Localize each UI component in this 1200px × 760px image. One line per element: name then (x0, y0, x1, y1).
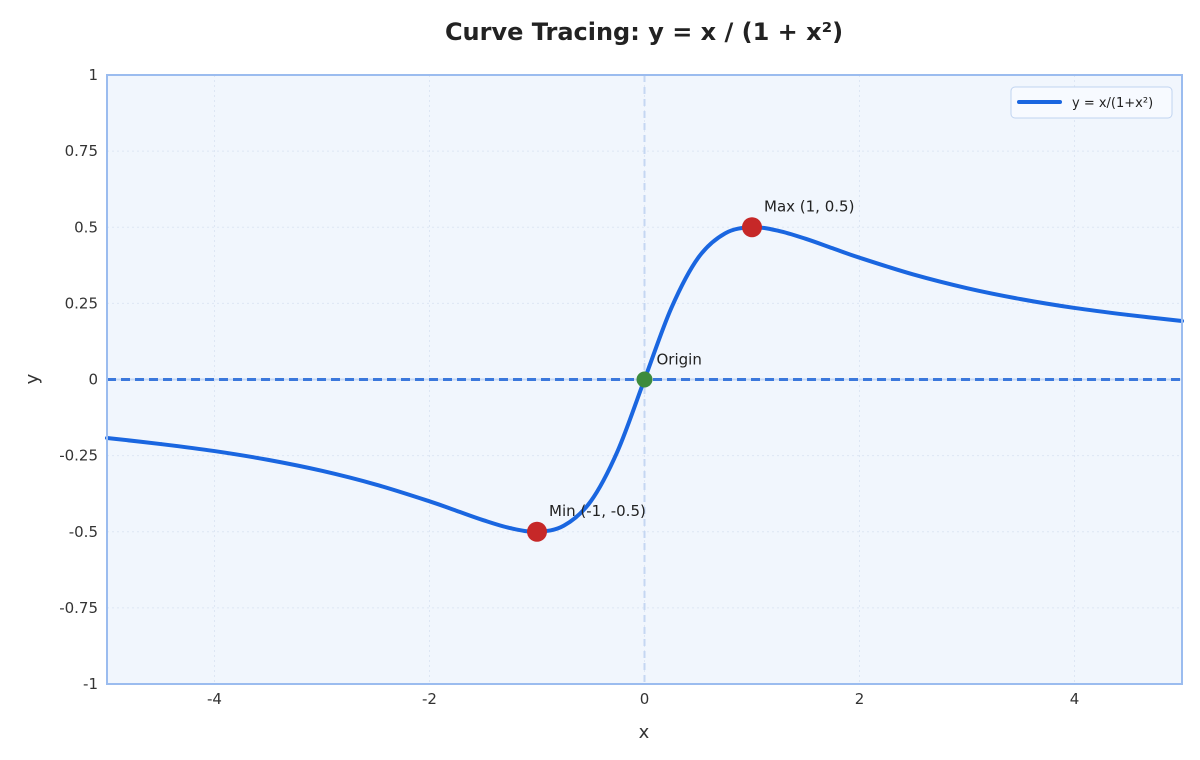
critical-points: Max (1, 0.5) Min (-1, -0.5) Origin (527, 197, 854, 542)
x-tick-label: 4 (1070, 690, 1080, 708)
y-tick-label: -1 (83, 675, 98, 693)
x-tick-label: 2 (855, 690, 865, 708)
critical-point-marker (527, 521, 547, 542)
x-ticks: -4 -2 0 2 4 (207, 690, 1079, 708)
y-tick-label: -0.75 (59, 599, 98, 617)
legend-label: y = x/(1+x²) (1072, 96, 1153, 111)
critical-point-label: Min (-1, -0.5) (549, 502, 646, 520)
critical-point-label: Max (1, 0.5) (764, 197, 854, 215)
legend-box (1010, 86, 1173, 119)
y-tick-label: 1 (88, 66, 98, 84)
y-tick-label: -0.5 (69, 523, 98, 541)
y-tick-label: 0 (88, 371, 98, 389)
y-tick-label: 0.5 (74, 218, 98, 236)
x-axis-label: x (639, 722, 650, 743)
y-tick-label: 0.75 (65, 142, 98, 160)
y-tick-label: 0.25 (65, 294, 98, 312)
x-tick-label: -2 (422, 690, 437, 708)
x-tick-label: 0 (640, 690, 650, 708)
critical-point-marker (636, 371, 653, 388)
y-tick-label: -0.25 (59, 447, 98, 465)
critical-point-label: Origin (657, 351, 702, 369)
x-tick-label: -4 (207, 690, 222, 708)
chart-title: Curve Tracing: y = x / (1 + x²) (445, 18, 843, 46)
y-ticks: -1 -0.75 -0.5 -0.25 0 0.25 0.5 0.75 1 (59, 66, 98, 693)
y-axis-label: y (22, 373, 43, 384)
plot-frame (106, 74, 1183, 685)
legend: y = x/(1+x²) (1010, 86, 1173, 119)
critical-point-marker (742, 217, 762, 238)
